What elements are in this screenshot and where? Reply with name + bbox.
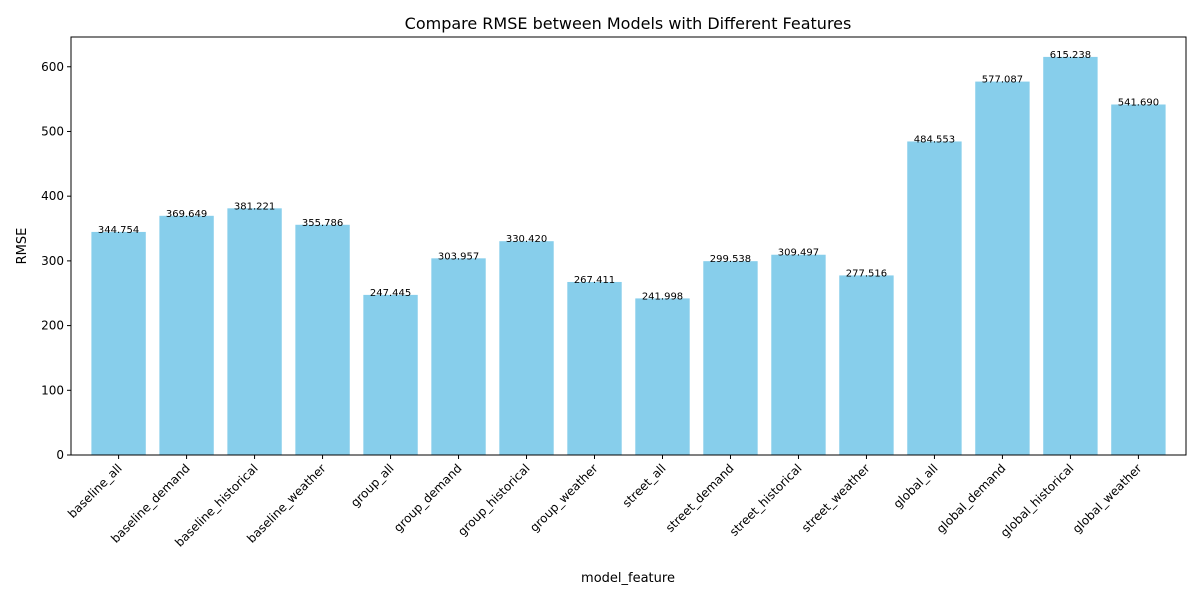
x-tick-label: street_all xyxy=(620,461,669,510)
x-axis: baseline_allbaseline_demandbaseline_hist… xyxy=(65,455,1145,550)
bar-street-historical xyxy=(771,254,826,455)
y-tick-label: 300 xyxy=(41,254,64,268)
y-tick-label: 600 xyxy=(41,60,64,74)
x-tick-label: group_all xyxy=(348,461,397,510)
y-tick-label: 200 xyxy=(41,319,64,333)
bar-group-all xyxy=(363,294,418,455)
data-label: 330.420 xyxy=(506,234,547,245)
x-tick-label: group_historical xyxy=(455,461,533,539)
bar-baseline-demand xyxy=(159,215,214,455)
data-label: 303.957 xyxy=(438,251,479,262)
data-label: 247.445 xyxy=(370,288,411,299)
bar-global-weather xyxy=(1111,104,1166,456)
x-tick-label: global_all xyxy=(891,461,941,511)
data-label: 267.411 xyxy=(574,275,615,286)
x-axis-title: model_feature xyxy=(581,571,675,586)
x-tick-label: baseline_all xyxy=(65,461,125,521)
x-tick-label: street_demand xyxy=(663,461,737,535)
x-tick-label: group_weather xyxy=(527,461,601,535)
y-tick-label: 100 xyxy=(41,383,64,397)
bar-global-demand xyxy=(975,81,1030,456)
x-tick-label: global_demand xyxy=(934,461,1009,536)
data-label: 369.649 xyxy=(166,209,207,220)
y-tick-label: 400 xyxy=(41,189,64,203)
data-label: 615.238 xyxy=(1050,50,1091,61)
y-axis-title: RMSE xyxy=(15,228,30,265)
data-label: 541.690 xyxy=(1118,97,1159,108)
data-label: 344.754 xyxy=(98,225,139,236)
data-label: 299.538 xyxy=(710,254,751,265)
data-label: 309.497 xyxy=(778,248,819,259)
data-label: 484.553 xyxy=(914,134,955,145)
x-tick-label: group_demand xyxy=(391,461,465,535)
bar-group-historical xyxy=(499,241,554,455)
y-tick-label: 0 xyxy=(56,448,64,462)
y-tick-label: 500 xyxy=(41,124,64,138)
chart-title: Compare RMSE between Models with Differe… xyxy=(405,14,852,33)
data-label: 381.221 xyxy=(234,201,275,212)
bar-group-weather xyxy=(567,281,622,455)
data-label: 241.998 xyxy=(642,291,683,302)
bar-group-demand xyxy=(431,258,486,455)
plot-frame xyxy=(70,36,1187,456)
bar-baseline-historical xyxy=(227,208,282,455)
y-axis: 0 100 200 300 400 500 600 xyxy=(41,60,71,462)
bar-street-demand xyxy=(703,261,758,455)
x-tick-label: street_historical xyxy=(727,461,805,539)
x-tick-label: global_historical xyxy=(998,461,1077,540)
bar-baseline-all xyxy=(91,231,146,455)
x-tick-label: street_weather xyxy=(799,461,873,535)
data-label: 355.786 xyxy=(302,218,343,229)
bar-street-weather xyxy=(839,275,894,455)
data-label: 277.516 xyxy=(846,268,887,279)
bar-street-all xyxy=(635,298,690,455)
x-tick-label: global_weather xyxy=(1070,461,1145,536)
bar-global-all xyxy=(907,141,962,455)
bars-group: 344.754 369.649 381.221 355.786 247.445 303.9… xyxy=(91,50,1166,456)
data-label: 577.087 xyxy=(982,75,1023,86)
bar-baseline-weather xyxy=(295,224,350,455)
bar-global-historical xyxy=(1043,56,1098,456)
